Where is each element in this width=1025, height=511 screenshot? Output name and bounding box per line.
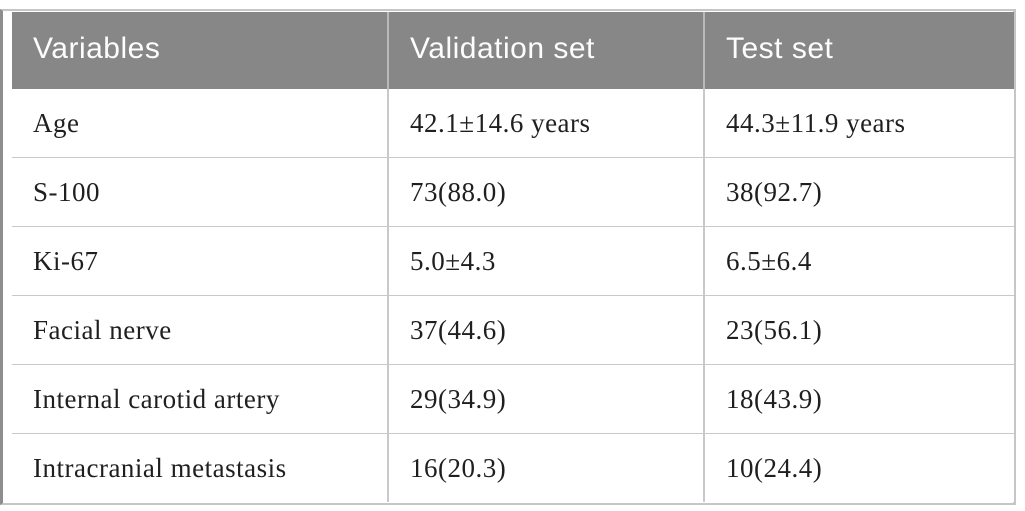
table-body: Age 42.1±14.6 years 44.3±11.9 years S-100 73… [12, 89, 1014, 502]
table-row: Ki-67 5.0±4.3 6.5±6.4 [12, 226, 1014, 296]
column-header-variables: Variables [12, 12, 388, 89]
test-set-cell: 38(92.7) [703, 157, 1014, 227]
variable-cell: Internal carotid artery [12, 364, 388, 434]
validation-set-cell: 42.1±14.6 years [387, 89, 704, 158]
test-set-cell: 6.5±6.4 [703, 226, 1014, 296]
variable-cell: Facial nerve [12, 295, 388, 365]
test-set-cell: 23(56.1) [703, 295, 1014, 365]
table-row: Facial nerve 37(44.6) 23(56.1) [12, 295, 1014, 365]
table-row: Age 42.1±14.6 years 44.3±11.9 years [12, 89, 1014, 158]
validation-set-cell: 37(44.6) [387, 295, 704, 365]
paper-table-figure: Variables Validation set Test set Age 42.… [0, 9, 1016, 505]
test-set-cell: 10(24.4) [703, 433, 1014, 502]
test-set-cell: 18(43.9) [703, 364, 1014, 434]
validation-set-cell: 5.0±4.3 [387, 226, 704, 296]
variable-cell: Intracranial metastasis [12, 433, 388, 502]
column-header-validation-set: Validation set [387, 12, 704, 89]
validation-set-cell: 16(20.3) [387, 433, 704, 502]
variable-cell: S-100 [12, 157, 388, 227]
column-header-test-set: Test set [703, 12, 1014, 89]
validation-set-cell: 73(88.0) [387, 157, 704, 227]
table-row: Internal carotid artery 29(34.9) 18(43.9) [12, 364, 1014, 434]
table-row: S-100 73(88.0) 38(92.7) [12, 157, 1014, 227]
header-row: Variables Validation set Test set [12, 12, 1014, 89]
variables-comparison-table: Variables Validation set Test set Age 42.… [12, 12, 1014, 502]
table-header: Variables Validation set Test set [12, 12, 1014, 89]
test-set-cell: 44.3±11.9 years [703, 89, 1014, 158]
validation-set-cell: 29(34.9) [387, 364, 704, 434]
variable-cell: Ki-67 [12, 226, 388, 296]
table-row: Intracranial metastasis 16(20.3) 10(24.4) [12, 433, 1014, 502]
variable-cell: Age [12, 89, 388, 158]
